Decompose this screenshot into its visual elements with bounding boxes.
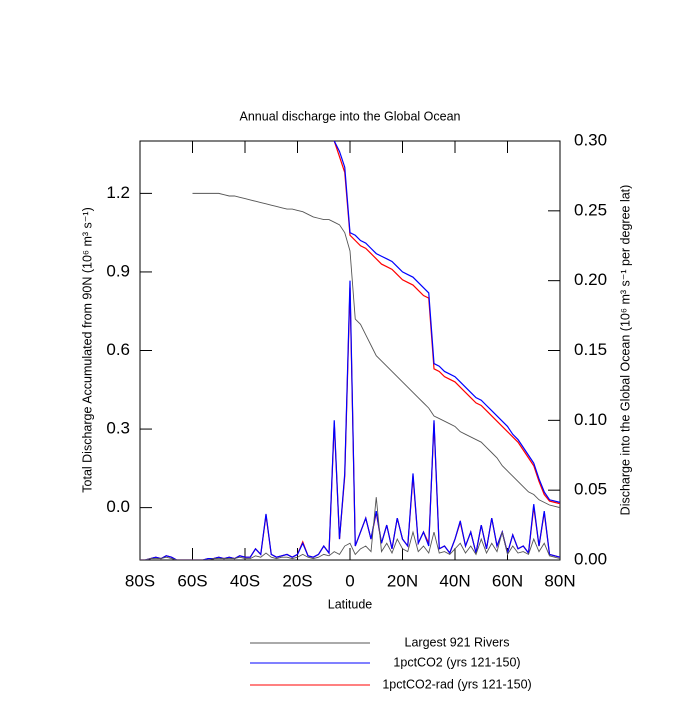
y2-tick-label: 0.15 (574, 340, 607, 359)
plot-frame (139, 140, 561, 561)
accumulated-line (333, 141, 560, 503)
y2-tick-label: 0.30 (574, 130, 607, 149)
accumulated-line (333, 141, 560, 505)
x-tick-label: 0 (345, 571, 354, 590)
y2-tick-label: 0.20 (574, 270, 607, 289)
x-tick-label: 80S (125, 571, 155, 590)
accumulated-line (192, 192, 560, 509)
y2-axis-label: Discharge into the Global Ocean (10⁶ m³ … (618, 185, 632, 516)
x-tick-label: 60N (492, 571, 523, 590)
y-tick-label: 0.9 (106, 261, 130, 280)
y-axis-label: Total Discharge Accumulated from 90N (10… (80, 207, 94, 492)
y-tick-label: 0.3 (106, 419, 130, 438)
discharge-line (140, 497, 560, 560)
x-axis-label: Latitude (328, 597, 373, 611)
x-tick-label: 40N (439, 571, 470, 590)
y-tick-label: 0.6 (106, 340, 130, 359)
chart-title: Annual discharge into the Global Ocean (240, 109, 461, 123)
y-tick-label: 0.0 (106, 497, 130, 516)
y2-tick-label: 0.25 (574, 200, 607, 219)
x-tick-label: 80N (544, 571, 575, 590)
y2-tick-label: 0.00 (574, 549, 607, 568)
legend-label: Largest 921 Rivers (405, 635, 510, 649)
x-tick-label: 20S (282, 571, 312, 590)
y2-tick-label: 0.05 (574, 480, 607, 499)
x-tick-label: 60S (177, 571, 207, 590)
legend-label: 1pctCO2 (yrs 121-150) (393, 655, 520, 669)
y-tick-label: 1.2 (106, 183, 130, 202)
discharge-line (140, 287, 560, 560)
x-tick-label: 40S (230, 571, 260, 590)
discharge-line (140, 280, 560, 560)
y2-tick-label: 0.10 (574, 410, 607, 429)
legend-label: 1pctCO2-rad (yrs 121-150) (382, 677, 531, 691)
x-tick-label: 20N (387, 571, 418, 590)
